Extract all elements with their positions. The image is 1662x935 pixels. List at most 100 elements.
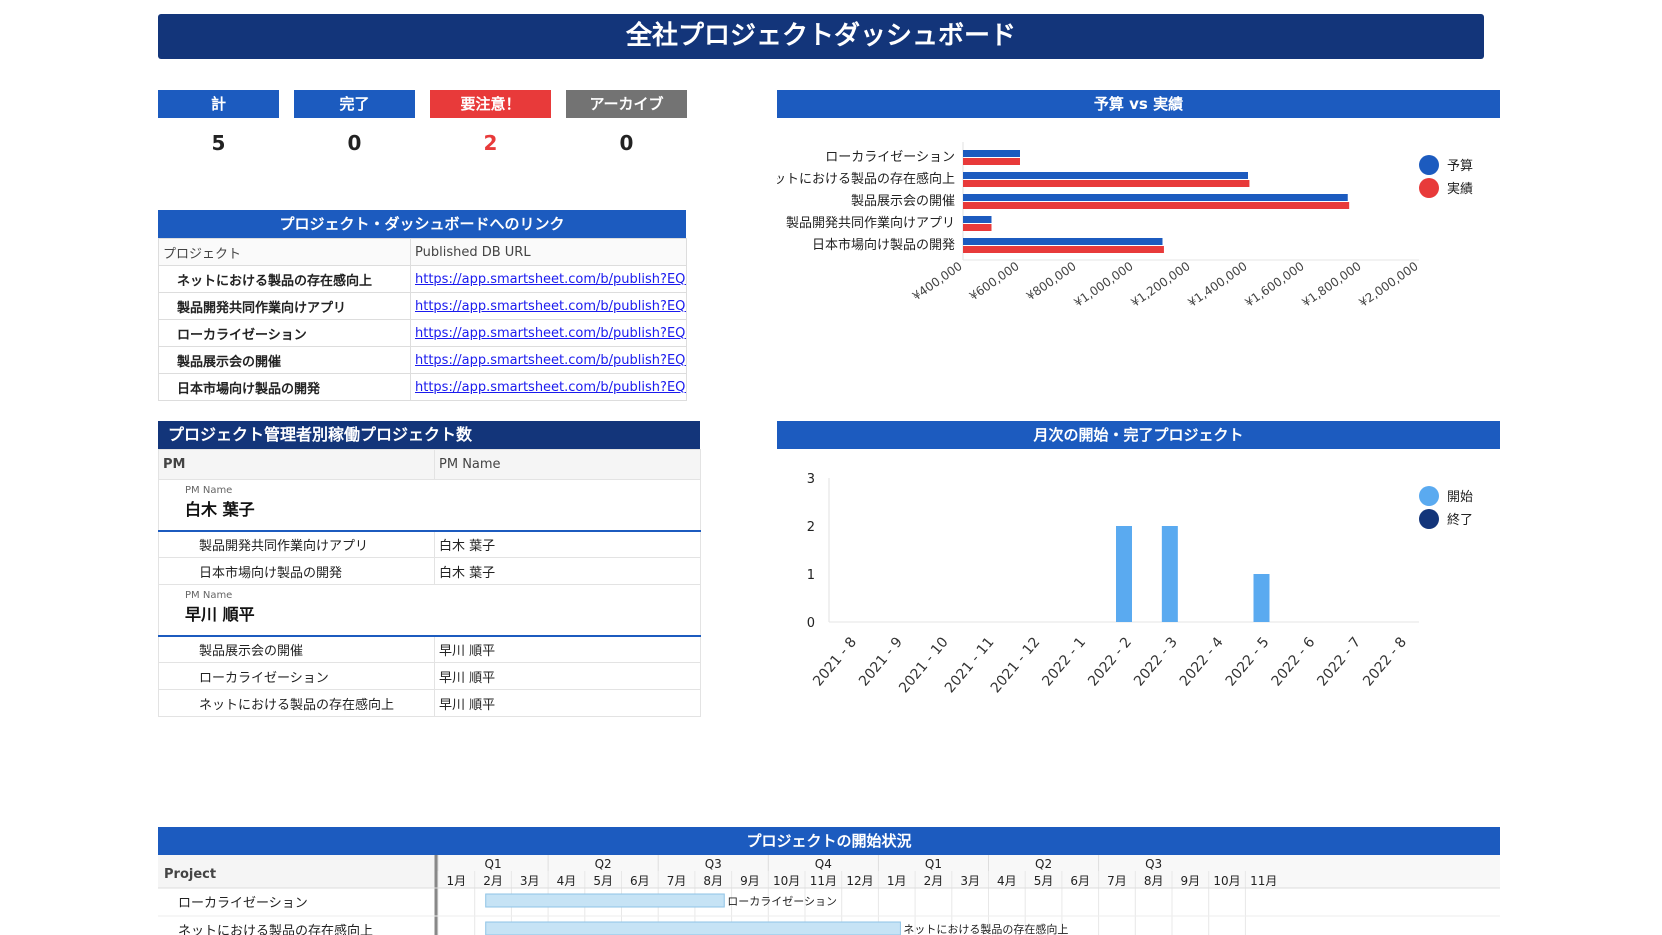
tick-label: ¥2,000,000	[1356, 259, 1420, 310]
month-label: 12月	[846, 874, 873, 888]
tick-label: ¥1,200,000	[1128, 259, 1192, 310]
gantt-chart: Project Q1 Q2 Q3 Q4 Q1 Q2 Q3 1月 2月 3月 4月 5月 6月 7月 8月 9月 1…	[158, 855, 1500, 935]
project-name: 製品展示会の開催	[158, 346, 411, 374]
quarter-label: Q2	[1035, 857, 1052, 871]
gantt-project-name: ローカライゼーション	[178, 896, 308, 911]
budget-vs-actual-chart: ローカライゼーションネットにおける製品の存在感向上製品展示会の開催製品開発共同作…	[777, 142, 1473, 310]
x-tick-label: 2022 - 2	[1085, 634, 1135, 689]
published-url-link[interactable]: https://app.smartsheet.com/b/publish?EQB…	[410, 292, 687, 320]
x-tick-label: 2021 - 8	[810, 634, 860, 689]
published-url-link[interactable]: https://app.smartsheet.com/b/publish?EQB…	[410, 265, 687, 293]
month-label: 6月	[1070, 874, 1090, 888]
x-tick-label: 2021 - 9	[856, 634, 906, 689]
pm-name: 白木 葉子	[434, 557, 701, 585]
table-row: 製品開発共同作業向けアプリ https://app.smartsheet.com/…	[158, 292, 687, 320]
bar	[1116, 526, 1132, 622]
kpi-label: アーカイブ	[566, 90, 687, 118]
pm-name: 早川 順平	[434, 635, 701, 663]
table-row: 日本市場向け製品の開発 https://app.smartsheet.com/b/…	[158, 373, 687, 401]
pm-group-label: PM Name	[185, 485, 233, 496]
month-label: 4月	[997, 874, 1017, 888]
month-label: 6月	[630, 874, 650, 888]
published-url-link[interactable]: https://app.smartsheet.com/b/publish?EQB…	[410, 319, 687, 347]
month-label: 2月	[924, 874, 944, 888]
tick-label: ¥1,600,000	[1242, 259, 1306, 310]
month-label: 1月	[887, 874, 907, 888]
legend-swatch	[1419, 509, 1439, 529]
y-tick-label: 2	[807, 520, 815, 535]
month-label: 1月	[447, 874, 467, 888]
x-tick-label: 2022 - 5	[1223, 634, 1273, 689]
quarter-label: Q4	[815, 857, 832, 871]
category-label: 製品開発共同作業向けアプリ	[786, 215, 955, 231]
category-label: ネットにおける製品の存在感向上	[777, 171, 955, 187]
pm-group-cell: PM Name 白木 葉子	[158, 479, 701, 532]
col-header-pm-name: PM Name	[434, 449, 701, 480]
month-label: 5月	[593, 874, 613, 888]
gantt-bar[interactable]	[485, 893, 725, 908]
col-header-url: Published DB URL	[410, 238, 687, 266]
pm-group-name: 白木 葉子	[185, 500, 255, 519]
published-url-link[interactable]: https://app.smartsheet.com/b/publish?EQB…	[410, 373, 687, 401]
project-name: 日本市場向け製品の開発	[158, 373, 411, 401]
x-tick-label: 2022 - 7	[1314, 634, 1364, 689]
pm-project-name: ネットにおける製品の存在感向上	[158, 689, 435, 717]
table-row: ローカライゼーション https://app.smartsheet.com/b/p…	[158, 319, 687, 347]
pm-group-row: PM Name 早川 順平	[158, 584, 701, 637]
tick-label: ¥1,800,000	[1299, 259, 1363, 310]
tick-label: ¥1,000,000	[1071, 259, 1135, 310]
month-label: 3月	[960, 874, 980, 888]
month-label: 5月	[1034, 874, 1054, 888]
bar	[963, 194, 1348, 201]
quarter-label: Q3	[1145, 857, 1162, 871]
pm-name: 早川 順平	[434, 662, 701, 690]
tick-label: ¥600,000	[967, 259, 1022, 303]
gantt-col-header: Project	[164, 867, 216, 882]
x-tick-label: 2022 - 6	[1269, 634, 1319, 689]
pm-group-name: 早川 順平	[185, 605, 255, 624]
project-name: ローカライゼーション	[158, 319, 411, 347]
bar	[1161, 526, 1178, 622]
x-tick-label: 2022 - 3	[1131, 634, 1181, 689]
table-row: ネットにおける製品の存在感向上 https://app.smartsheet.co…	[158, 265, 687, 293]
month-label: 11月	[810, 874, 837, 888]
table-row: 製品展示会の開催 早川 順平	[158, 635, 701, 663]
pm-table: PM PM Name PM Name 白木 葉子 製品開発共同作業向けアプリ 白木 葉…	[158, 449, 701, 717]
legend-label: 予算	[1447, 159, 1473, 174]
gantt-timeline-header	[438, 855, 1500, 888]
table-row: 製品開発共同作業向けアプリ 白木 葉子	[158, 530, 701, 558]
bar	[963, 172, 1248, 179]
month-label: 11月	[1250, 874, 1277, 888]
kpi-value: 2	[483, 131, 498, 155]
quarter-label: Q2	[595, 857, 612, 871]
published-url-link[interactable]: https://app.smartsheet.com/b/publish?EQB…	[410, 346, 687, 374]
table-row: ネットにおける製品の存在感向上 早川 順平	[158, 689, 701, 717]
kpi-label: 要注意！	[430, 90, 551, 118]
pm-section-title: プロジェクト管理者別稼働プロジェクト数	[158, 421, 700, 449]
bar	[963, 216, 992, 223]
month-label: 8月	[703, 874, 723, 888]
month-label: 9月	[740, 874, 760, 888]
gantt-bar[interactable]	[485, 921, 901, 935]
month-label: 3月	[520, 874, 540, 888]
bar	[1253, 574, 1270, 622]
tick-label: ¥800,000	[1024, 259, 1079, 303]
bar	[963, 246, 1164, 253]
page-title: 全社プロジェクトダッシュボード	[158, 14, 1484, 59]
bar	[963, 180, 1250, 187]
x-tick-label: 2022 - 8	[1360, 634, 1410, 689]
gantt-header-cell	[158, 855, 436, 888]
pm-project-name: 製品開発共同作業向けアプリ	[158, 530, 435, 558]
x-tick-label: 2022 - 4	[1177, 634, 1227, 689]
category-label: 製品展示会の開催	[851, 194, 955, 209]
pm-group-label: PM Name	[185, 590, 233, 601]
category-label: 日本市場向け製品の開発	[812, 237, 955, 253]
bar	[963, 224, 992, 231]
legend-label: 終了	[1447, 512, 1473, 528]
pm-group-row: PM Name 白木 葉子	[158, 479, 701, 532]
kpi-value: 0	[347, 131, 362, 155]
month-label: 10月	[773, 874, 800, 888]
pm-name: 早川 順平	[434, 689, 701, 717]
quarter-label: Q1	[485, 857, 502, 871]
